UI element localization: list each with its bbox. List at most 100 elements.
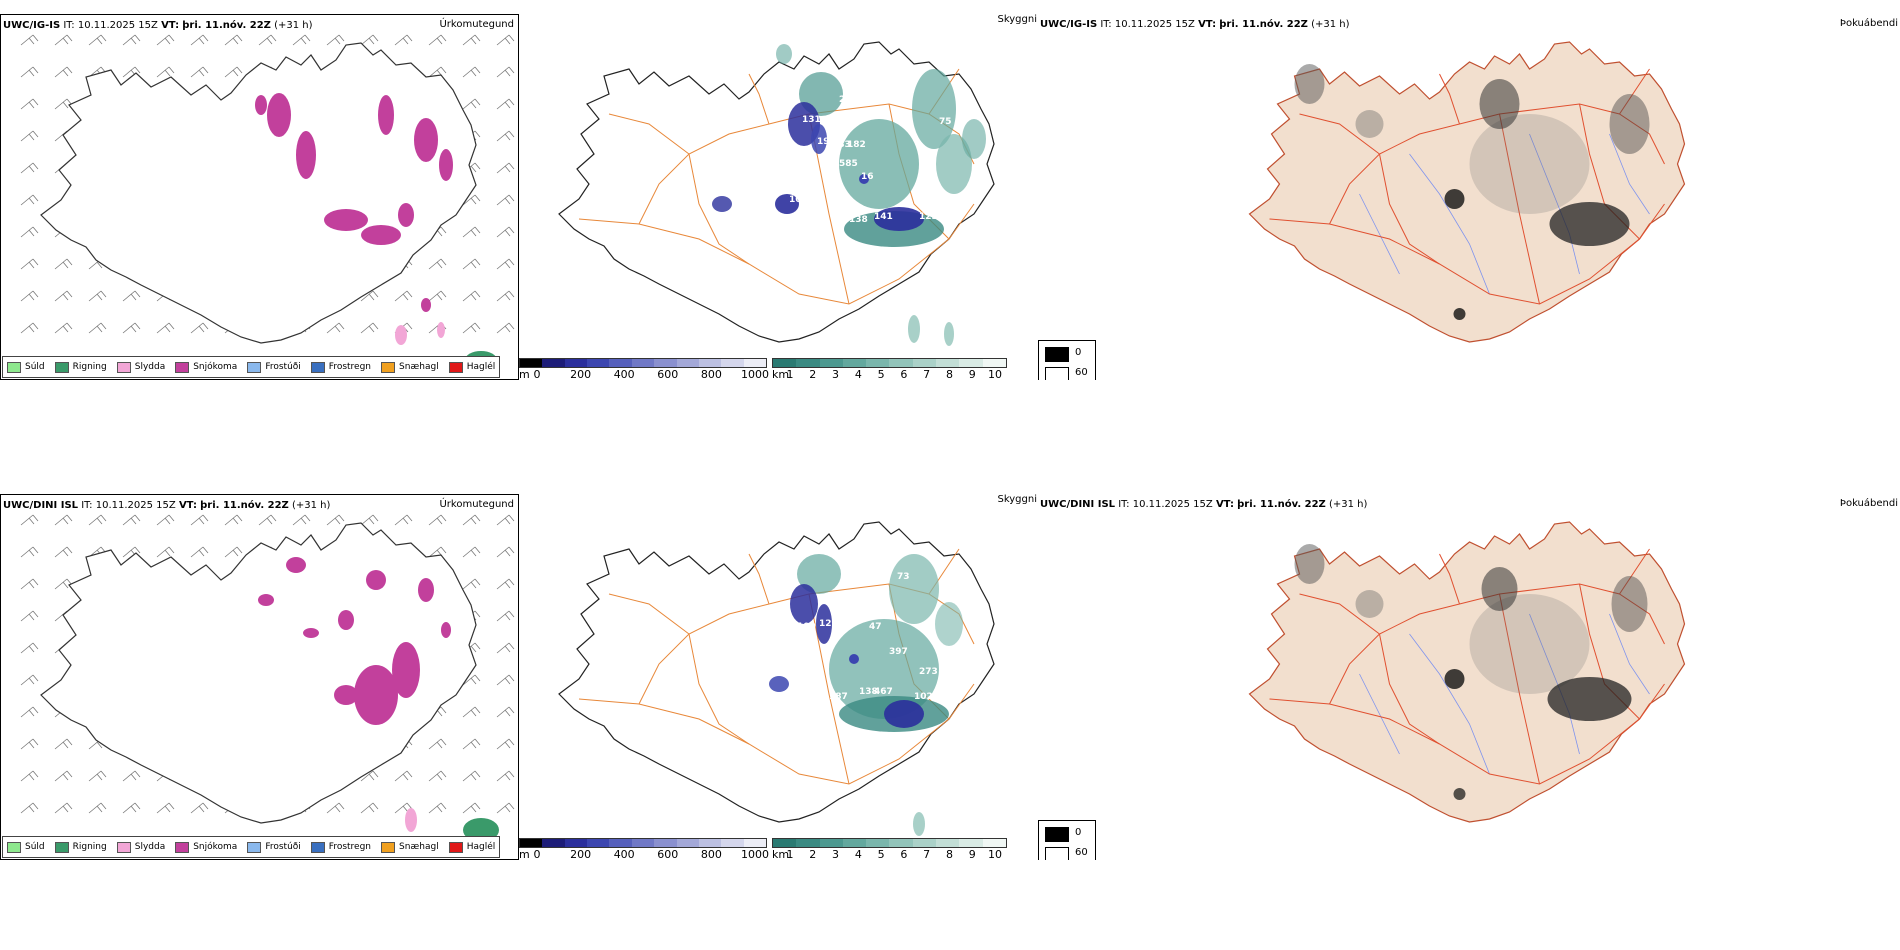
wind-barb	[20, 290, 39, 302]
wind-barb	[20, 98, 39, 110]
wind-barb	[462, 194, 481, 206]
wind-barb	[462, 578, 481, 590]
cloud-base-label: 125	[919, 212, 938, 222]
wind-barb	[88, 34, 107, 46]
legend-swatch	[7, 361, 21, 373]
cloud-base-label: 138	[859, 687, 878, 697]
legend-swatch	[247, 841, 262, 853]
cloud-base-label: 397	[889, 647, 908, 657]
legend-label: Haglél	[466, 842, 496, 852]
fog-map-bottom	[1248, 521, 1686, 823]
wind-barb	[462, 802, 481, 814]
cloud-base-label: 16	[861, 172, 874, 182]
legend-item: Frostúði	[247, 841, 301, 853]
rivers	[1359, 133, 1650, 295]
wind-barb	[54, 66, 73, 78]
wind-barb	[54, 322, 73, 334]
fog-legend: 0 60	[1038, 340, 1096, 380]
wind-barb	[20, 770, 39, 782]
fog-low-label: 60	[1075, 367, 1088, 378]
legend-item: Súld	[7, 841, 45, 853]
wind-barb	[462, 322, 481, 334]
map-line	[1609, 613, 1650, 695]
wind-barb	[326, 802, 345, 814]
scale-unit: km	[772, 848, 790, 860]
wind-barb	[496, 674, 515, 686]
iceland-coastline	[40, 42, 477, 344]
wind-barb	[360, 290, 379, 302]
scale-tick: 400	[613, 368, 635, 380]
legend-swatch	[381, 841, 396, 853]
legend-swatch	[448, 841, 463, 853]
wind-barb	[20, 642, 39, 654]
wind-barb	[496, 322, 515, 334]
wind-barb	[394, 514, 413, 526]
wind-barb	[156, 322, 175, 334]
legend-swatch	[381, 361, 396, 373]
cloud-base-label: 121	[819, 619, 838, 629]
scale-tick: 0	[533, 848, 541, 860]
wind-barb	[54, 546, 73, 558]
scale-step	[889, 359, 913, 367]
scale-tick: 600	[657, 368, 679, 380]
wind-barb	[88, 770, 107, 782]
scale-tick: 5	[877, 848, 885, 860]
scale-step	[912, 359, 937, 367]
legend-label: Súld	[25, 362, 45, 372]
fog-low-label: 60	[1075, 847, 1088, 858]
panel-title: UWC/DINI ISL IT: 10.11.2025 15Z VT: þri.…	[1040, 499, 1368, 510]
wind-barb	[462, 66, 481, 78]
wind-barb	[88, 290, 107, 302]
legend-label: Snjókoma	[193, 362, 238, 372]
wind-barb	[462, 226, 481, 238]
wind-barb	[224, 546, 243, 558]
wind-barb	[122, 290, 141, 302]
scale-labels: km 1 2 3 4 5 6 7 8 9 10	[772, 848, 1007, 860]
wind-barb	[190, 802, 209, 814]
map-line	[608, 113, 690, 155]
scale-step	[819, 839, 843, 847]
wind-barb	[496, 34, 515, 46]
map-line	[578, 203, 975, 305]
legend-label: Snæhagl	[399, 842, 439, 852]
legend-label: Slydda	[134, 362, 166, 372]
scale-tick: 4	[854, 848, 862, 860]
legend-swatch	[175, 841, 190, 853]
wind-barb	[394, 290, 413, 302]
wind-barb	[190, 546, 209, 558]
legend-label: Súld	[25, 842, 45, 852]
scale-step	[587, 839, 610, 847]
map-line	[1409, 153, 1490, 295]
map-line	[1619, 548, 1650, 595]
map-line	[1409, 633, 1490, 775]
wind-barb	[20, 802, 39, 814]
legend-item: Frostregn	[310, 361, 371, 373]
cloud-base-label: 73	[897, 572, 910, 582]
scale-tick: 7	[923, 848, 931, 860]
map-line	[1499, 593, 1540, 785]
panel-title: UWC/IG-IS IT: 10.11.2025 15Z VT: þri. 11…	[1040, 19, 1350, 30]
scale-step	[654, 359, 677, 367]
cloud-base-label: 138	[849, 215, 868, 225]
cloud-base-label: 182	[847, 140, 866, 150]
cloud-base-label: 54	[859, 607, 872, 617]
legend-item: Haglél	[448, 361, 495, 373]
scale-labels: m 0 200 400 600 800 1000	[519, 848, 769, 860]
wind-barb	[190, 34, 209, 46]
wind-barb	[20, 674, 39, 686]
scale-step	[520, 839, 543, 847]
cloud-base-label: 75	[939, 117, 952, 127]
wind-barb	[496, 738, 515, 750]
wind-barb	[54, 738, 73, 750]
wind-barb	[156, 66, 175, 78]
wind-barb	[156, 34, 175, 46]
legend-item: Rigning	[54, 361, 107, 373]
scale-tick: 1	[786, 368, 794, 380]
scale-tick: 4	[854, 368, 862, 380]
legend-item: Snæhagl	[381, 361, 439, 373]
scale-bar	[519, 838, 767, 848]
wind-barb	[496, 546, 515, 558]
variable-name: Úrkomutegund	[439, 19, 514, 30]
